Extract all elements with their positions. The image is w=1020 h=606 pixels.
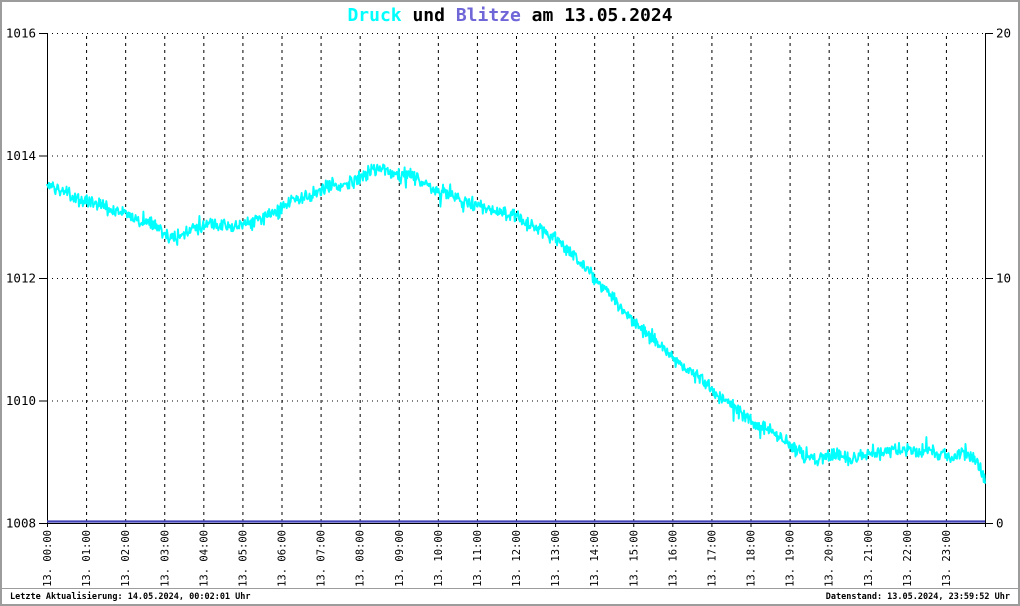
data-state-text: Datenstand: 13.05.2024, 23:59:52 Uhr — [825, 591, 1010, 602]
footer-bar: Letzte Aktualisierung: 14.05.2024, 00:02… — [2, 588, 1018, 604]
x-axis-label: 13. 01:00 — [81, 530, 93, 587]
chart-title-date: am 13.05.2024 — [520, 5, 673, 26]
x-axis-label: 13. 14:00 — [589, 530, 601, 587]
y-axis-label-left: 1012 — [6, 271, 36, 286]
chart-title-druck: Druck — [347, 5, 402, 26]
chart-title-und: und — [401, 5, 456, 26]
x-axis-label: 13. 22:00 — [902, 530, 914, 587]
y-axis-label-right: 10 — [996, 271, 1011, 286]
x-axis-label: 13. 18:00 — [746, 530, 758, 587]
x-axis-label: 13. 13:00 — [550, 530, 562, 587]
x-axis-label: 13. 00:00 — [42, 530, 54, 587]
x-axis-label: 13. 23:00 — [941, 530, 953, 587]
x-axis-label: 13. 03:00 — [159, 530, 171, 587]
x-axis-label: 13. 11:00 — [472, 530, 484, 587]
x-axis-label: 13. 20:00 — [824, 530, 836, 587]
x-axis-label: 13. 15:00 — [628, 530, 640, 587]
x-axis-label: 13. 21:00 — [863, 530, 875, 587]
last-update-text: Letzte Aktualisierung: 14.05.2024, 00:02… — [10, 591, 251, 602]
x-axis-label: 13. 19:00 — [785, 530, 797, 587]
y-axis-label-left: 1008 — [6, 516, 36, 531]
x-axis-label: 13. 05:00 — [237, 530, 249, 587]
x-axis-label: 13. 07:00 — [316, 530, 328, 587]
x-axis-label: 13. 10:00 — [433, 530, 445, 587]
y-axis-label-left: 1010 — [6, 393, 36, 408]
chart-title-blitze: Blitze — [455, 5, 521, 26]
x-axis-label: 13. 02:00 — [120, 530, 132, 587]
x-axis-label: 13. 16:00 — [667, 530, 679, 587]
y-axis-label-right: 0 — [996, 516, 1004, 531]
y-axis-label-right: 20 — [996, 26, 1011, 41]
x-axis-label: 13. 06:00 — [277, 530, 289, 587]
chart-plot-area: 1008 1010 1012 1014 1016 0 10 20 13. 00:00 13. 01… — [6, 26, 1011, 587]
x-axis-label: 13. 09:00 — [394, 530, 406, 587]
y-axis-label-left: 1016 — [6, 26, 36, 41]
x-axis-label: 13. 12:00 — [511, 530, 523, 587]
x-axis-label: 13. 04:00 — [198, 530, 210, 587]
y-axis-label-left: 1014 — [6, 148, 36, 163]
x-axis-label: 13. 08:00 — [355, 530, 367, 587]
chart-title: Druck und Blitze am 13.05.2024 — [2, 5, 1018, 26]
x-axis-label: 13. 17:00 — [706, 530, 718, 587]
druck-series-line — [46, 163, 986, 484]
